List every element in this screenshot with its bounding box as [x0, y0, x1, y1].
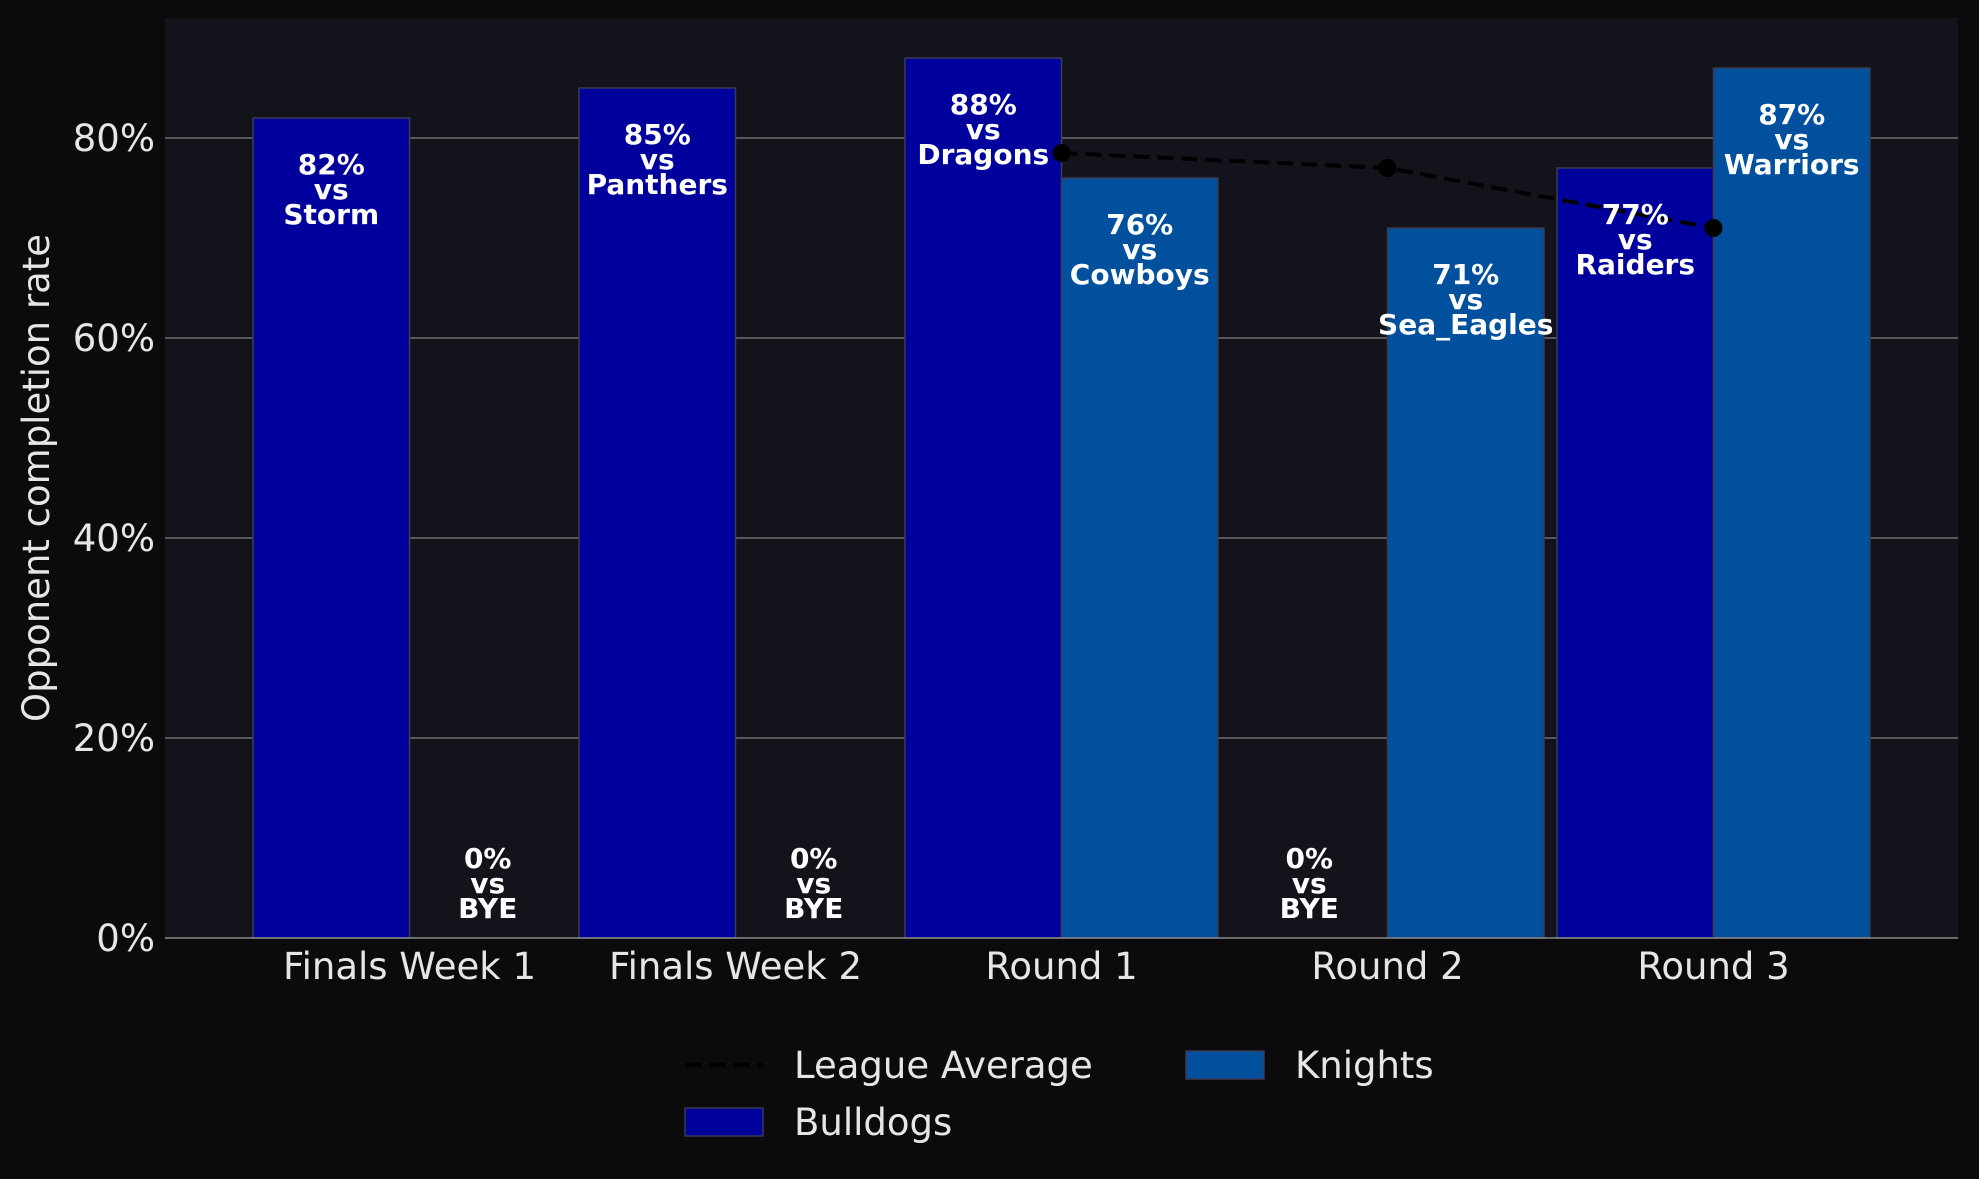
y-tick-label-0: 0% — [96, 917, 155, 960]
bar-label-knights-4: 87% vs Warriors — [1724, 98, 1860, 181]
bar-label-bulldogs-3: 0% vs BYE — [1280, 842, 1339, 925]
x-tick-label-0: Finals Week 1 — [283, 945, 536, 988]
bar-label-knights-3: 71% vs Sea_Eagles — [1378, 258, 1553, 341]
league-average-point-1 — [1378, 159, 1397, 177]
bar-label-bulldogs-4: 77% vs Raiders — [1575, 198, 1695, 281]
y-axis-title: Opponent completion rate — [15, 234, 58, 722]
league-average-point-2 — [1704, 219, 1723, 237]
x-tick-label-1: Finals Week 2 — [609, 945, 862, 988]
legend-label-0: League Average — [794, 1044, 1093, 1087]
league-average-point-0 — [1052, 144, 1071, 162]
x-tick-label-3: Round 2 — [1311, 945, 1463, 988]
bar-knights-2 — [1060, 177, 1219, 939]
bar-label-knights-0: 0% vs BYE — [458, 842, 517, 925]
bar-bulldogs-0 — [252, 117, 411, 939]
bar-label-bulldogs-0: 82% vs Storm — [283, 148, 379, 231]
x-tick-label-4: Round 3 — [1637, 945, 1789, 988]
axes: 0% 20% 40% 60% 80% Finals Week 1 Finals Week 2… — [73, 117, 1958, 988]
y-tick-label-80: 80% — [73, 117, 155, 160]
bar-label-bulldogs-2: 88% vs Dragons — [917, 88, 1049, 171]
bar-label-knights-1: 0% vs BYE — [784, 842, 843, 925]
y-tick-label-60: 60% — [73, 317, 155, 360]
y-tick-label-40: 40% — [73, 517, 155, 560]
x-tick-label-2: Round 1 — [985, 945, 1137, 988]
legend-label-1: Bulldogs — [794, 1101, 952, 1144]
legend-label-2: Knights — [1295, 1044, 1434, 1087]
bar-label-bulldogs-1: 85% vs Panthers — [587, 118, 728, 201]
bar-labels: 82% vs Storm 85% vs Panthers 88% vs Dragons 0% vs B… — [283, 88, 1859, 925]
bar-bulldogs-1 — [578, 87, 737, 939]
legend-swatch-2 — [1185, 1050, 1265, 1080]
legend-swatch-1 — [684, 1107, 764, 1137]
bar-bulldogs-4 — [1556, 167, 1715, 939]
bar-knights-4 — [1712, 67, 1871, 939]
legend: League Average Bulldogs Knights — [684, 1044, 1434, 1144]
bar-knights-3 — [1386, 227, 1545, 939]
bar-bulldogs-2 — [904, 57, 1063, 939]
league-average-line — [1052, 144, 1723, 237]
y-tick-label-20: 20% — [73, 717, 155, 760]
bar-label-knights-2: 76% vs Cowboys — [1070, 208, 1210, 291]
